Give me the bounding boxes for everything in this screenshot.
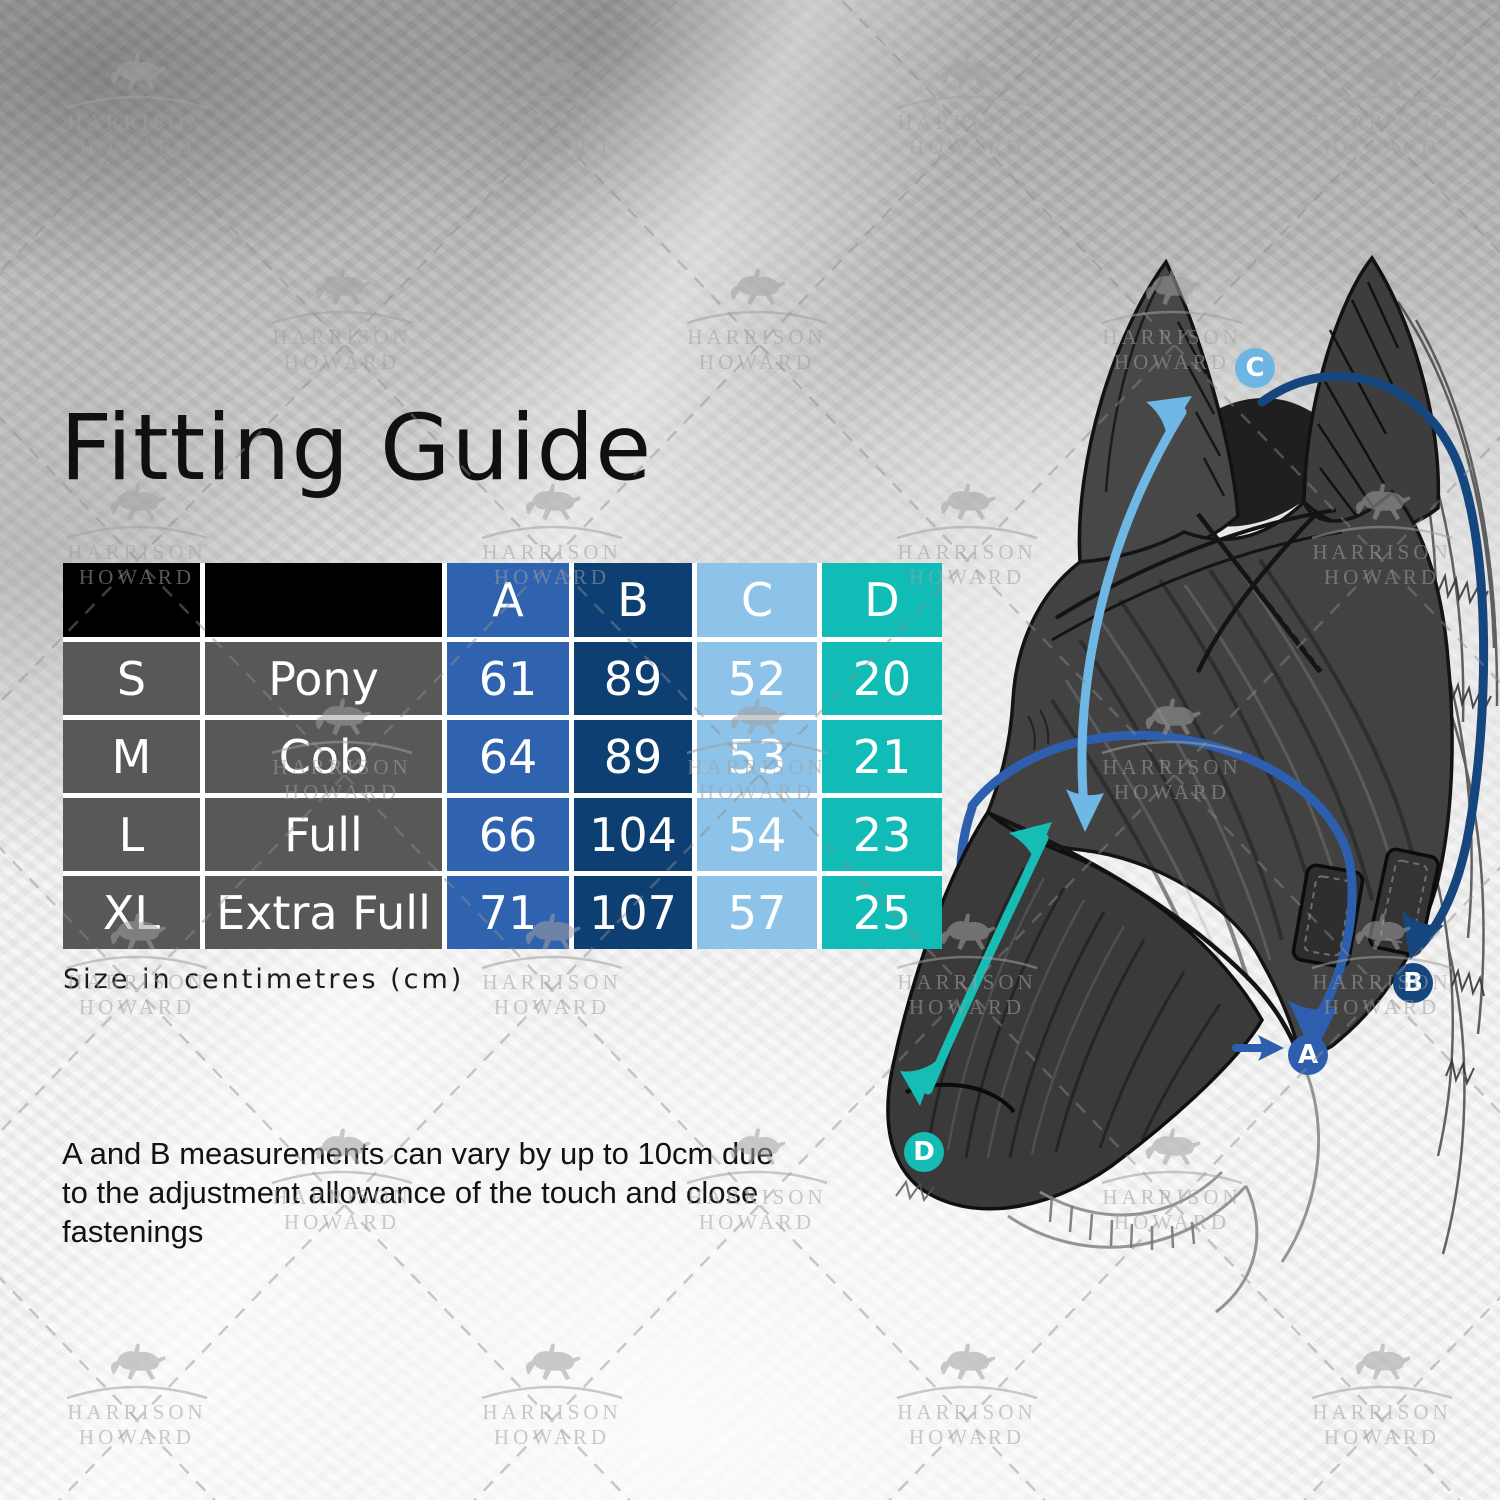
value-a: 66 — [447, 798, 569, 871]
column-header-a: A — [447, 563, 569, 637]
marker-b: B — [1393, 963, 1433, 1003]
value-c: 54 — [697, 798, 817, 871]
column-header-c: C — [697, 563, 817, 637]
value-b: 89 — [574, 642, 692, 715]
value-d: 25 — [822, 876, 942, 949]
size-cell: XL — [63, 876, 200, 949]
size-cell: S — [63, 642, 200, 715]
value-c: 52 — [697, 642, 817, 715]
footnote-line: to the adjustment allowance of the touch… — [62, 1175, 759, 1210]
footnote-line: fastenings — [62, 1214, 204, 1249]
marker-d: D — [904, 1132, 944, 1172]
marker-c: C — [1235, 348, 1275, 388]
name-cell: Pony — [205, 642, 442, 715]
value-b: 89 — [574, 720, 692, 793]
value-b: 104 — [574, 798, 692, 871]
value-c: 53 — [697, 720, 817, 793]
name-cell: Cob — [205, 720, 442, 793]
value-d: 20 — [822, 642, 942, 715]
value-a: 71 — [447, 876, 569, 949]
sizing-table: A B C D S Pony 61 89 52 20 M Cob 64 89 5… — [63, 563, 942, 949]
measurement-footnote: A and B measurements can vary by up to 1… — [62, 1134, 774, 1251]
value-b: 107 — [574, 876, 692, 949]
value-d: 23 — [822, 798, 942, 871]
page-title: Fitting Guide — [60, 396, 653, 501]
size-cell: M — [63, 720, 200, 793]
column-header-d: D — [822, 563, 942, 637]
size-cell: L — [63, 798, 200, 871]
name-cell: Full — [205, 798, 442, 871]
value-a: 61 — [447, 642, 569, 715]
value-a: 64 — [447, 720, 569, 793]
marker-a: A — [1288, 1035, 1328, 1075]
unit-note: Size in centimetres (cm) — [63, 964, 465, 995]
table-corner-blank — [205, 563, 442, 637]
name-cell: Extra Full — [205, 876, 442, 949]
column-header-b: B — [574, 563, 692, 637]
value-c: 57 — [697, 876, 817, 949]
table-corner-blank — [63, 563, 200, 637]
value-d: 21 — [822, 720, 942, 793]
footnote-line: A and B measurements can vary by up to 1… — [62, 1136, 774, 1171]
